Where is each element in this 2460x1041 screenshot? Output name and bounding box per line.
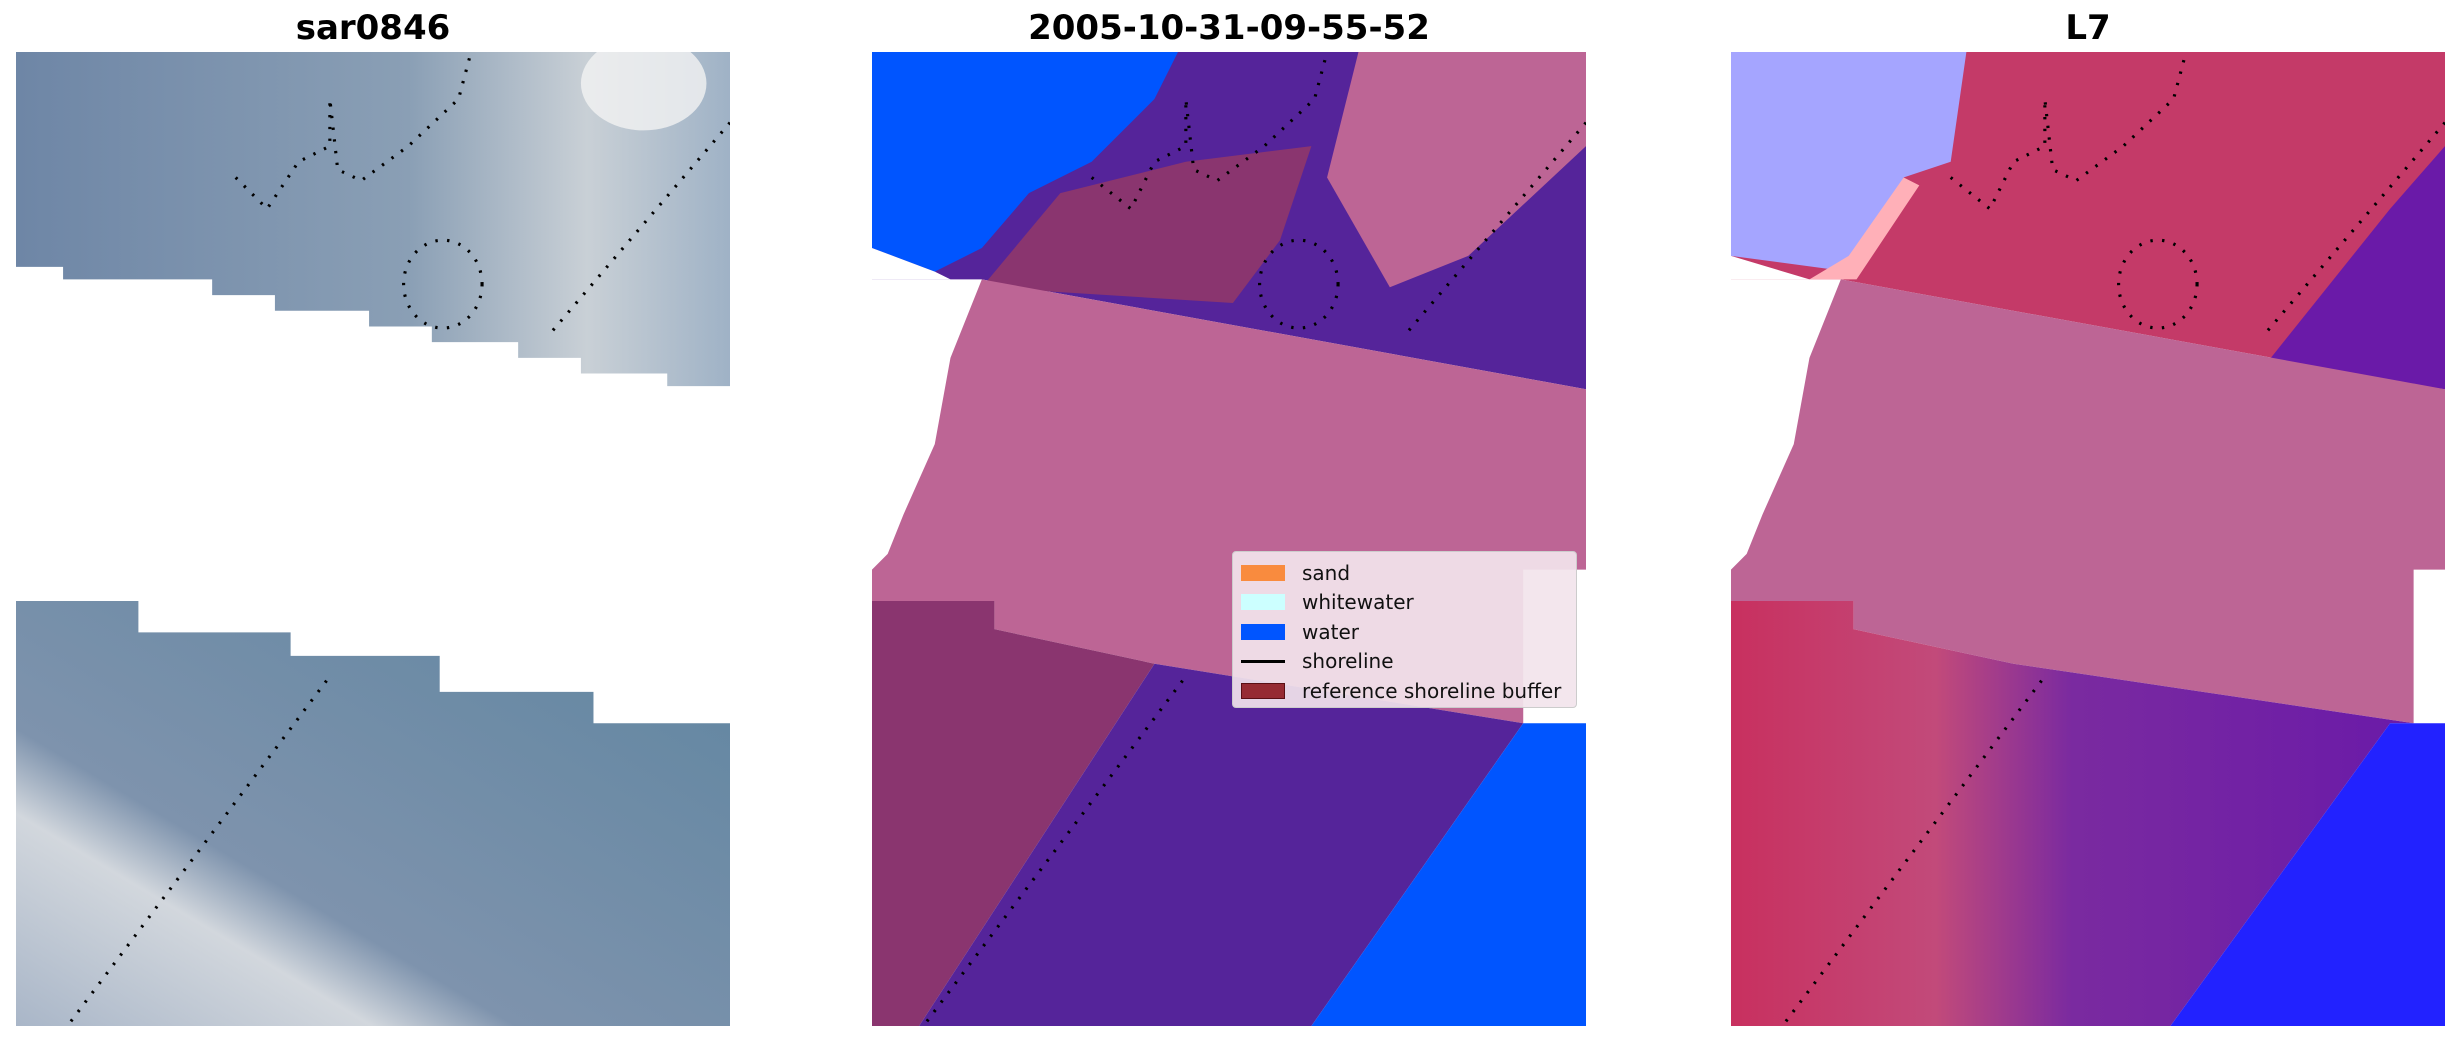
- index-blue-bottom: [2170, 723, 2445, 1026]
- class-pink-patch: [1327, 52, 1586, 288]
- shoreline: [1784, 675, 2047, 1023]
- shoreline: [1258, 238, 1340, 330]
- rgb-image-panel: [16, 52, 730, 1026]
- class-mauve-bottom: [872, 600, 1155, 1026]
- legend-item-sand: sand: [1241, 558, 1568, 588]
- buffer-swatch: [1241, 682, 1285, 699]
- water-swatch: [1241, 623, 1285, 640]
- index-purple-upper: [2264, 146, 2445, 390]
- index-pink-band: [1731, 279, 2445, 724]
- index-pink-white-strip: [1809, 177, 1920, 280]
- legend-item-shoreline: shoreline: [1241, 647, 1568, 677]
- classification-panel: [872, 52, 1586, 1026]
- index-lower-region: [1731, 600, 2414, 1026]
- panel-title-classification: 2005-10-31-09-55-52: [1028, 8, 1430, 48]
- sand-swatch: [1241, 564, 1285, 581]
- legend-label: shoreline: [1302, 649, 1394, 674]
- legend-item-water: water: [1241, 617, 1568, 647]
- legend-label: sand: [1302, 560, 1351, 585]
- class-mauve-patch: [981, 146, 1312, 303]
- shoreline: [234, 52, 473, 212]
- index-panel: [1731, 52, 2445, 1026]
- legend-label: water: [1302, 619, 1359, 644]
- whitewater-swatch: [1241, 594, 1285, 611]
- class-water-bottom: [1311, 723, 1586, 1026]
- legend-label: reference shoreline buffer: [1302, 678, 1562, 703]
- legend-item-reference-shoreline-buffer: reference shoreline buffer: [1241, 676, 1568, 706]
- class-water-top: [872, 52, 1178, 272]
- shoreline-line-swatch: [1241, 659, 1285, 663]
- shoreline: [925, 675, 1188, 1023]
- rgb-bright-patch: [580, 52, 707, 131]
- shoreline: [69, 675, 332, 1023]
- legend: sand whitewater water shoreline referenc…: [1232, 551, 1577, 708]
- index-white-gap: [1731, 255, 1810, 280]
- legend-item-whitewater: whitewater: [1241, 588, 1568, 618]
- class-purple-bottom: [919, 663, 1524, 1026]
- shoreline: [402, 238, 484, 330]
- panel-title-index: L7: [2065, 8, 2111, 48]
- class-white-gap: [872, 248, 951, 280]
- legend-label: whitewater: [1302, 590, 1414, 615]
- index-blue-white-region: [1731, 52, 1967, 272]
- panel-title-rgb: sar0846: [295, 8, 451, 48]
- rgb-lower-region: [16, 600, 730, 1026]
- rgb-upper-region: [16, 52, 730, 387]
- shoreline: [2117, 238, 2199, 330]
